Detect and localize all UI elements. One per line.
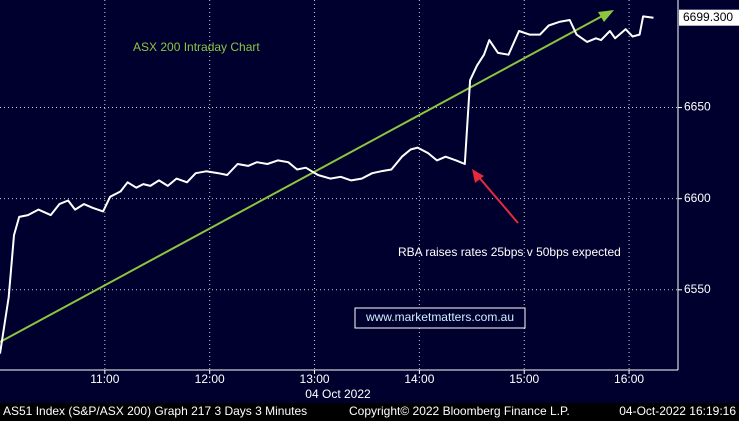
last-price-box [679, 9, 739, 26]
footer-copyright: Copyright© 2022 Bloomberg Finance L.P. [349, 404, 570, 418]
chart-label: ASX 200 Intraday Chart [133, 40, 260, 54]
trend-line [0, 13, 607, 343]
event-arrow [476, 174, 519, 224]
footer-timestamp: 04-Oct-2022 16:19:16 [619, 404, 736, 418]
last-price-label: 6699.300 [683, 10, 733, 24]
event-arrow-head [472, 169, 484, 183]
x-tick-label: 12:00 [195, 372, 225, 386]
x-tick-label: 11:00 [90, 372, 119, 386]
website-box [354, 307, 526, 329]
x-tick-label: 15:00 [509, 372, 539, 386]
website-label: www.marketmatters.com.au [365, 310, 514, 324]
event-annotation: RBA raises rates 25bps v 50bps expected [398, 245, 621, 259]
y-tick-label: 6650 [684, 100, 711, 114]
series [0, 15, 654, 354]
footer-source: AS51 Index (S&P/ASX 200) Graph 217 3 Day… [3, 404, 307, 418]
x-tick-label: 16:00 [614, 372, 644, 386]
trend-arrow-head [598, 10, 614, 22]
footer-bar [0, 403, 739, 421]
x-tick-label: 13:00 [300, 372, 330, 386]
x-axis-label: 04 Oct 2022 [305, 387, 371, 401]
price-line [0, 15, 654, 354]
x-tick-label: 14:00 [404, 372, 434, 386]
y-tick-label: 6600 [684, 191, 711, 205]
chart-background [0, 0, 739, 403]
y-tick-label: 6550 [684, 282, 711, 296]
